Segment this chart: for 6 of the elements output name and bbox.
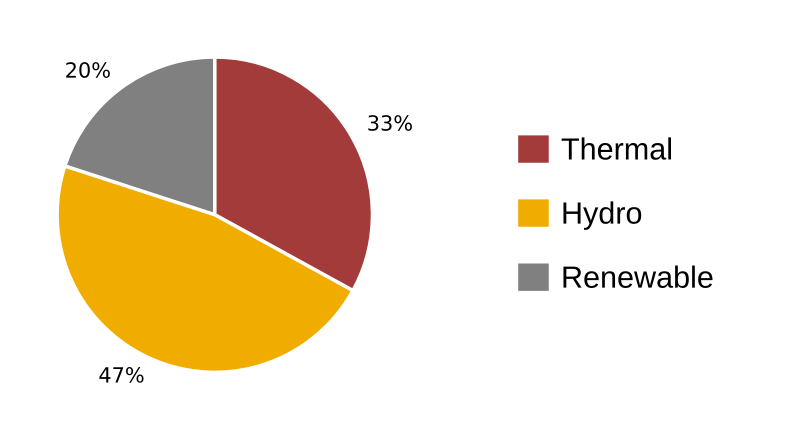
data-label: 33% xyxy=(368,115,412,131)
legend-label: Thermal xyxy=(562,137,671,160)
legend-label: Hydro xyxy=(563,201,642,230)
data-label: 20% xyxy=(66,62,110,78)
data-label: 47% xyxy=(99,367,144,383)
legend-label: Renewable xyxy=(563,266,712,288)
